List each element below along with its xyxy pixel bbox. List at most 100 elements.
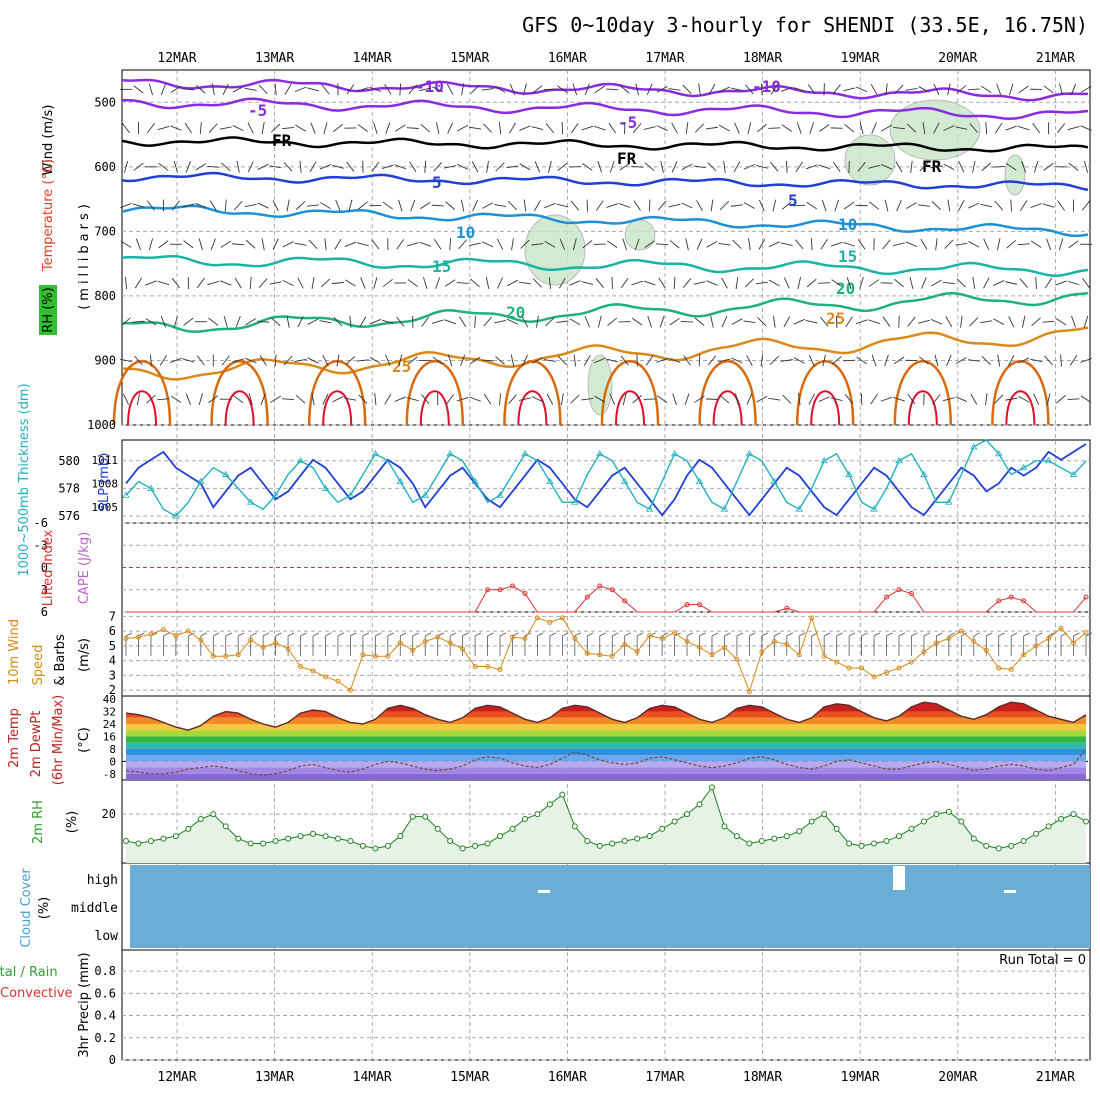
cloud-level-high: high: [87, 873, 118, 888]
wind-barb: [918, 205, 930, 206]
wind-barb: [1018, 126, 1029, 130]
rh-point: [1084, 819, 1089, 824]
wind-barb: [682, 203, 693, 208]
wind-barb: [711, 200, 713, 212]
rh-shading: [845, 135, 895, 185]
wind-barb: [719, 125, 729, 131]
temp-tick: 32: [103, 706, 116, 719]
wind-barb: [225, 200, 226, 212]
temp-bands: [122, 699, 1090, 780]
wind-barb: [270, 282, 282, 284]
rh-point: [1021, 839, 1026, 844]
wind10-barb-flag: [550, 633, 556, 636]
precip-tick: 0.8: [94, 964, 116, 978]
wind-barb: [383, 279, 392, 286]
wind-barb: [747, 394, 752, 405]
rh-point: [959, 819, 964, 824]
pressure-tick: 1000: [87, 418, 116, 432]
wind-barb: [1082, 278, 1089, 288]
wind-barb: [450, 238, 451, 250]
wind-barb: [707, 241, 717, 247]
rh-point: [360, 843, 365, 848]
wind-barb: [300, 161, 301, 173]
wind10-barb-flag: [700, 633, 706, 636]
wind-barb: [482, 89, 494, 90]
wind-barb: [644, 281, 655, 285]
precip-ylabel: 3hr Precip (mm): [77, 952, 92, 1057]
wind-barb: [383, 202, 393, 209]
rh-point: [872, 841, 877, 846]
rh-point: [597, 843, 602, 848]
wind-barb: [861, 393, 862, 405]
rh-point: [1034, 831, 1039, 836]
wind-barb: [1084, 316, 1088, 327]
wind-barb: [307, 88, 319, 91]
wind-barb: [736, 277, 738, 289]
wind-barb: [993, 319, 1004, 325]
date-label-bottom: 14MAR: [353, 1070, 392, 1085]
wind-barb: [699, 354, 700, 366]
wind-barb: [408, 279, 418, 286]
wind-barb: [509, 123, 515, 133]
wind10-unit: (m/s): [77, 638, 92, 672]
wind-barb: [519, 398, 531, 400]
wind-barb: [345, 242, 356, 246]
wind-barb: [781, 243, 793, 246]
wind-barb: [871, 84, 877, 94]
wind-barb: [831, 242, 842, 246]
thickness-tick: 576: [58, 509, 80, 523]
wind-barb: [158, 126, 170, 129]
wind-barb: [660, 316, 664, 327]
wind-barb: [883, 317, 890, 327]
wind10-barb-flag: [276, 633, 282, 636]
rh-point: [348, 839, 353, 844]
temp-tick: 40: [103, 693, 116, 706]
wind10-barb-flag: [375, 633, 381, 636]
rh-tick: 20: [102, 807, 116, 821]
wind-barb: [793, 205, 805, 206]
wind-barb: [372, 240, 379, 249]
rh-point: [298, 834, 303, 839]
wind-barb: [1057, 395, 1066, 403]
wind-barb: [1045, 278, 1052, 288]
wind-barb: [843, 242, 854, 246]
wind-barb: [720, 201, 728, 209]
wind-barb: [423, 277, 427, 288]
contour-label: 10: [456, 223, 475, 242]
slp-line: [126, 444, 1086, 515]
wind-barb: [807, 279, 816, 287]
wind-barb: [158, 281, 170, 284]
wind-barb: [607, 204, 618, 208]
wind-barb: [686, 122, 688, 134]
wind-barb: [1005, 282, 1017, 284]
wind-barb: [811, 238, 812, 250]
cloud-level-low: low: [95, 929, 119, 944]
wind-barb: [221, 241, 231, 247]
temp-band: [122, 736, 1090, 742]
wind-barb: [883, 240, 891, 249]
wind-barb: [681, 321, 693, 322]
wind-barb: [209, 124, 217, 133]
wind-barb: [307, 205, 319, 206]
rh-point: [946, 809, 951, 814]
wind10-barb-flag: [537, 633, 543, 636]
date-label-top: 17MAR: [645, 51, 684, 66]
contour-label: 25: [392, 357, 411, 376]
temp2m-ylabel-1: 2m Temp: [7, 708, 22, 768]
precip-label-total: Total / Rain: [0, 965, 58, 980]
wind-barb: [123, 394, 128, 405]
wind-barb: [447, 84, 453, 95]
rh-point: [1071, 812, 1076, 817]
contour-label: 15: [838, 247, 857, 266]
wind-barb: [434, 239, 441, 249]
wind-barb: [311, 123, 315, 134]
wind-barb: [312, 277, 314, 289]
wind-barb: [810, 122, 814, 133]
temp2m-unit: (°C): [77, 727, 92, 753]
temp2m-ylabel-2: 2m DewPt: [29, 711, 44, 778]
wind-barb: [768, 128, 780, 129]
wind-barb: [321, 279, 330, 287]
wind-barb: [421, 124, 430, 132]
wind-barb: [234, 201, 242, 210]
